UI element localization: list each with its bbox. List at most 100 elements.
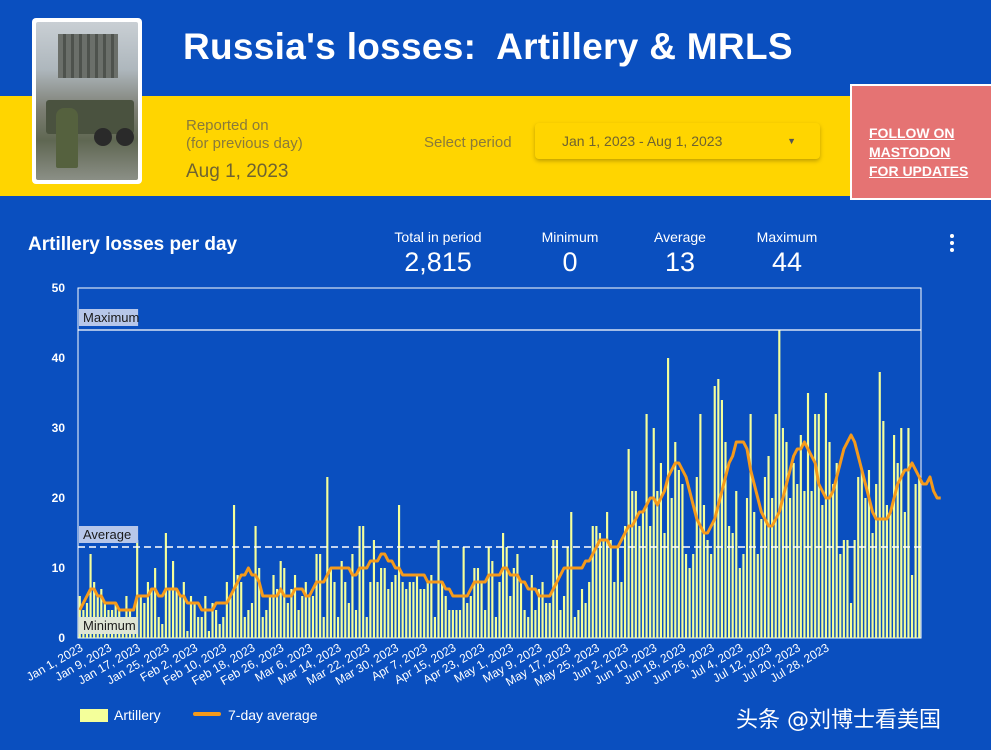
bar <box>878 372 881 638</box>
bar <box>272 575 275 638</box>
follow-line-2: MASTODON <box>869 144 951 160</box>
bar <box>706 540 709 638</box>
bar <box>218 624 221 638</box>
bar <box>484 610 487 638</box>
bar <box>344 582 347 638</box>
bar <box>785 442 788 638</box>
bar <box>383 568 386 638</box>
bar <box>781 428 784 638</box>
bar <box>674 442 677 638</box>
chart-title: Artillery losses per day <box>28 234 238 255</box>
stat-maximum-label: Maximum <box>756 229 818 245</box>
bar <box>405 589 408 638</box>
bar <box>466 603 469 638</box>
bar <box>469 596 472 638</box>
follow-line-1: FOLLOW ON <box>869 125 955 141</box>
bar <box>867 470 871 638</box>
more-options-icon[interactable] <box>950 234 954 255</box>
bar <box>692 554 695 638</box>
period-select[interactable]: Jan 1, 2023 - Aug 1, 2023 ▼ <box>535 123 820 159</box>
bar <box>681 484 684 638</box>
bar <box>713 386 716 638</box>
bar <box>240 582 243 638</box>
bar <box>265 610 268 638</box>
bar <box>426 582 429 638</box>
bar <box>354 610 358 638</box>
bar <box>842 540 845 638</box>
bar <box>408 582 411 638</box>
bar <box>222 617 225 638</box>
bar <box>157 617 160 638</box>
bar <box>171 561 175 638</box>
bar <box>512 568 515 638</box>
bar <box>745 498 749 638</box>
bar <box>290 589 293 638</box>
bar <box>702 505 706 638</box>
y-tick-label: 20 <box>52 491 66 505</box>
stat-minimum-value: 0 <box>562 247 578 277</box>
bar <box>641 512 645 638</box>
bar <box>243 617 246 638</box>
bar <box>889 512 892 638</box>
bar <box>394 575 397 638</box>
bar <box>326 477 329 638</box>
stat-total: Total in period 2,815 <box>381 229 495 278</box>
bar <box>871 533 874 638</box>
y-tick-label: 10 <box>52 561 66 575</box>
bar <box>767 456 770 638</box>
bar <box>419 589 422 638</box>
bar <box>914 484 917 638</box>
bar <box>311 596 315 638</box>
bar <box>401 582 404 638</box>
bar <box>161 624 164 638</box>
y-tick-label: 30 <box>52 421 66 435</box>
bar <box>918 477 921 638</box>
follow-mastodon-link[interactable]: FOLLOW ON MASTODON FOR UPDATES <box>869 124 968 181</box>
bar <box>437 540 440 638</box>
bar <box>541 582 544 638</box>
legend-label-average: 7-day average <box>228 707 318 723</box>
bar <box>369 582 372 638</box>
legend-swatch-average <box>193 712 221 716</box>
stat-minimum: Minimum 0 <box>530 229 610 278</box>
bar <box>896 463 899 638</box>
bar <box>900 428 903 638</box>
bar <box>308 596 311 638</box>
bar <box>806 393 810 638</box>
stat-average-value: 13 <box>664 247 696 277</box>
dropdown-caret-icon: ▼ <box>787 136 796 146</box>
bar <box>656 491 659 638</box>
bar <box>903 512 906 638</box>
bar <box>380 568 383 638</box>
bar <box>93 582 96 638</box>
bar <box>516 554 519 638</box>
reported-info: Reported on (for previous day) Aug 1, 20… <box>186 117 303 181</box>
bar <box>182 582 185 638</box>
bar <box>663 533 666 638</box>
bar <box>760 519 763 638</box>
bar <box>200 617 203 638</box>
bar <box>164 533 167 638</box>
bar <box>695 477 698 638</box>
bar <box>476 568 480 638</box>
bar <box>810 491 813 638</box>
bar <box>537 589 541 638</box>
stat-maximum-value: 44 <box>771 247 803 277</box>
bar <box>197 617 200 638</box>
bar <box>509 596 512 638</box>
bar <box>179 596 182 638</box>
bar <box>423 589 426 638</box>
bar <box>261 617 264 638</box>
bar <box>215 610 218 638</box>
bar <box>659 463 662 638</box>
bar <box>136 540 139 638</box>
series-line-7-day-average <box>78 433 941 612</box>
bar <box>473 568 476 638</box>
bar <box>756 554 759 638</box>
reported-sublabel: (for previous day) <box>186 135 303 152</box>
bar <box>297 610 300 638</box>
bar <box>753 512 756 638</box>
bar <box>763 477 767 638</box>
bar <box>441 582 444 638</box>
reference-label-bg <box>79 309 139 326</box>
